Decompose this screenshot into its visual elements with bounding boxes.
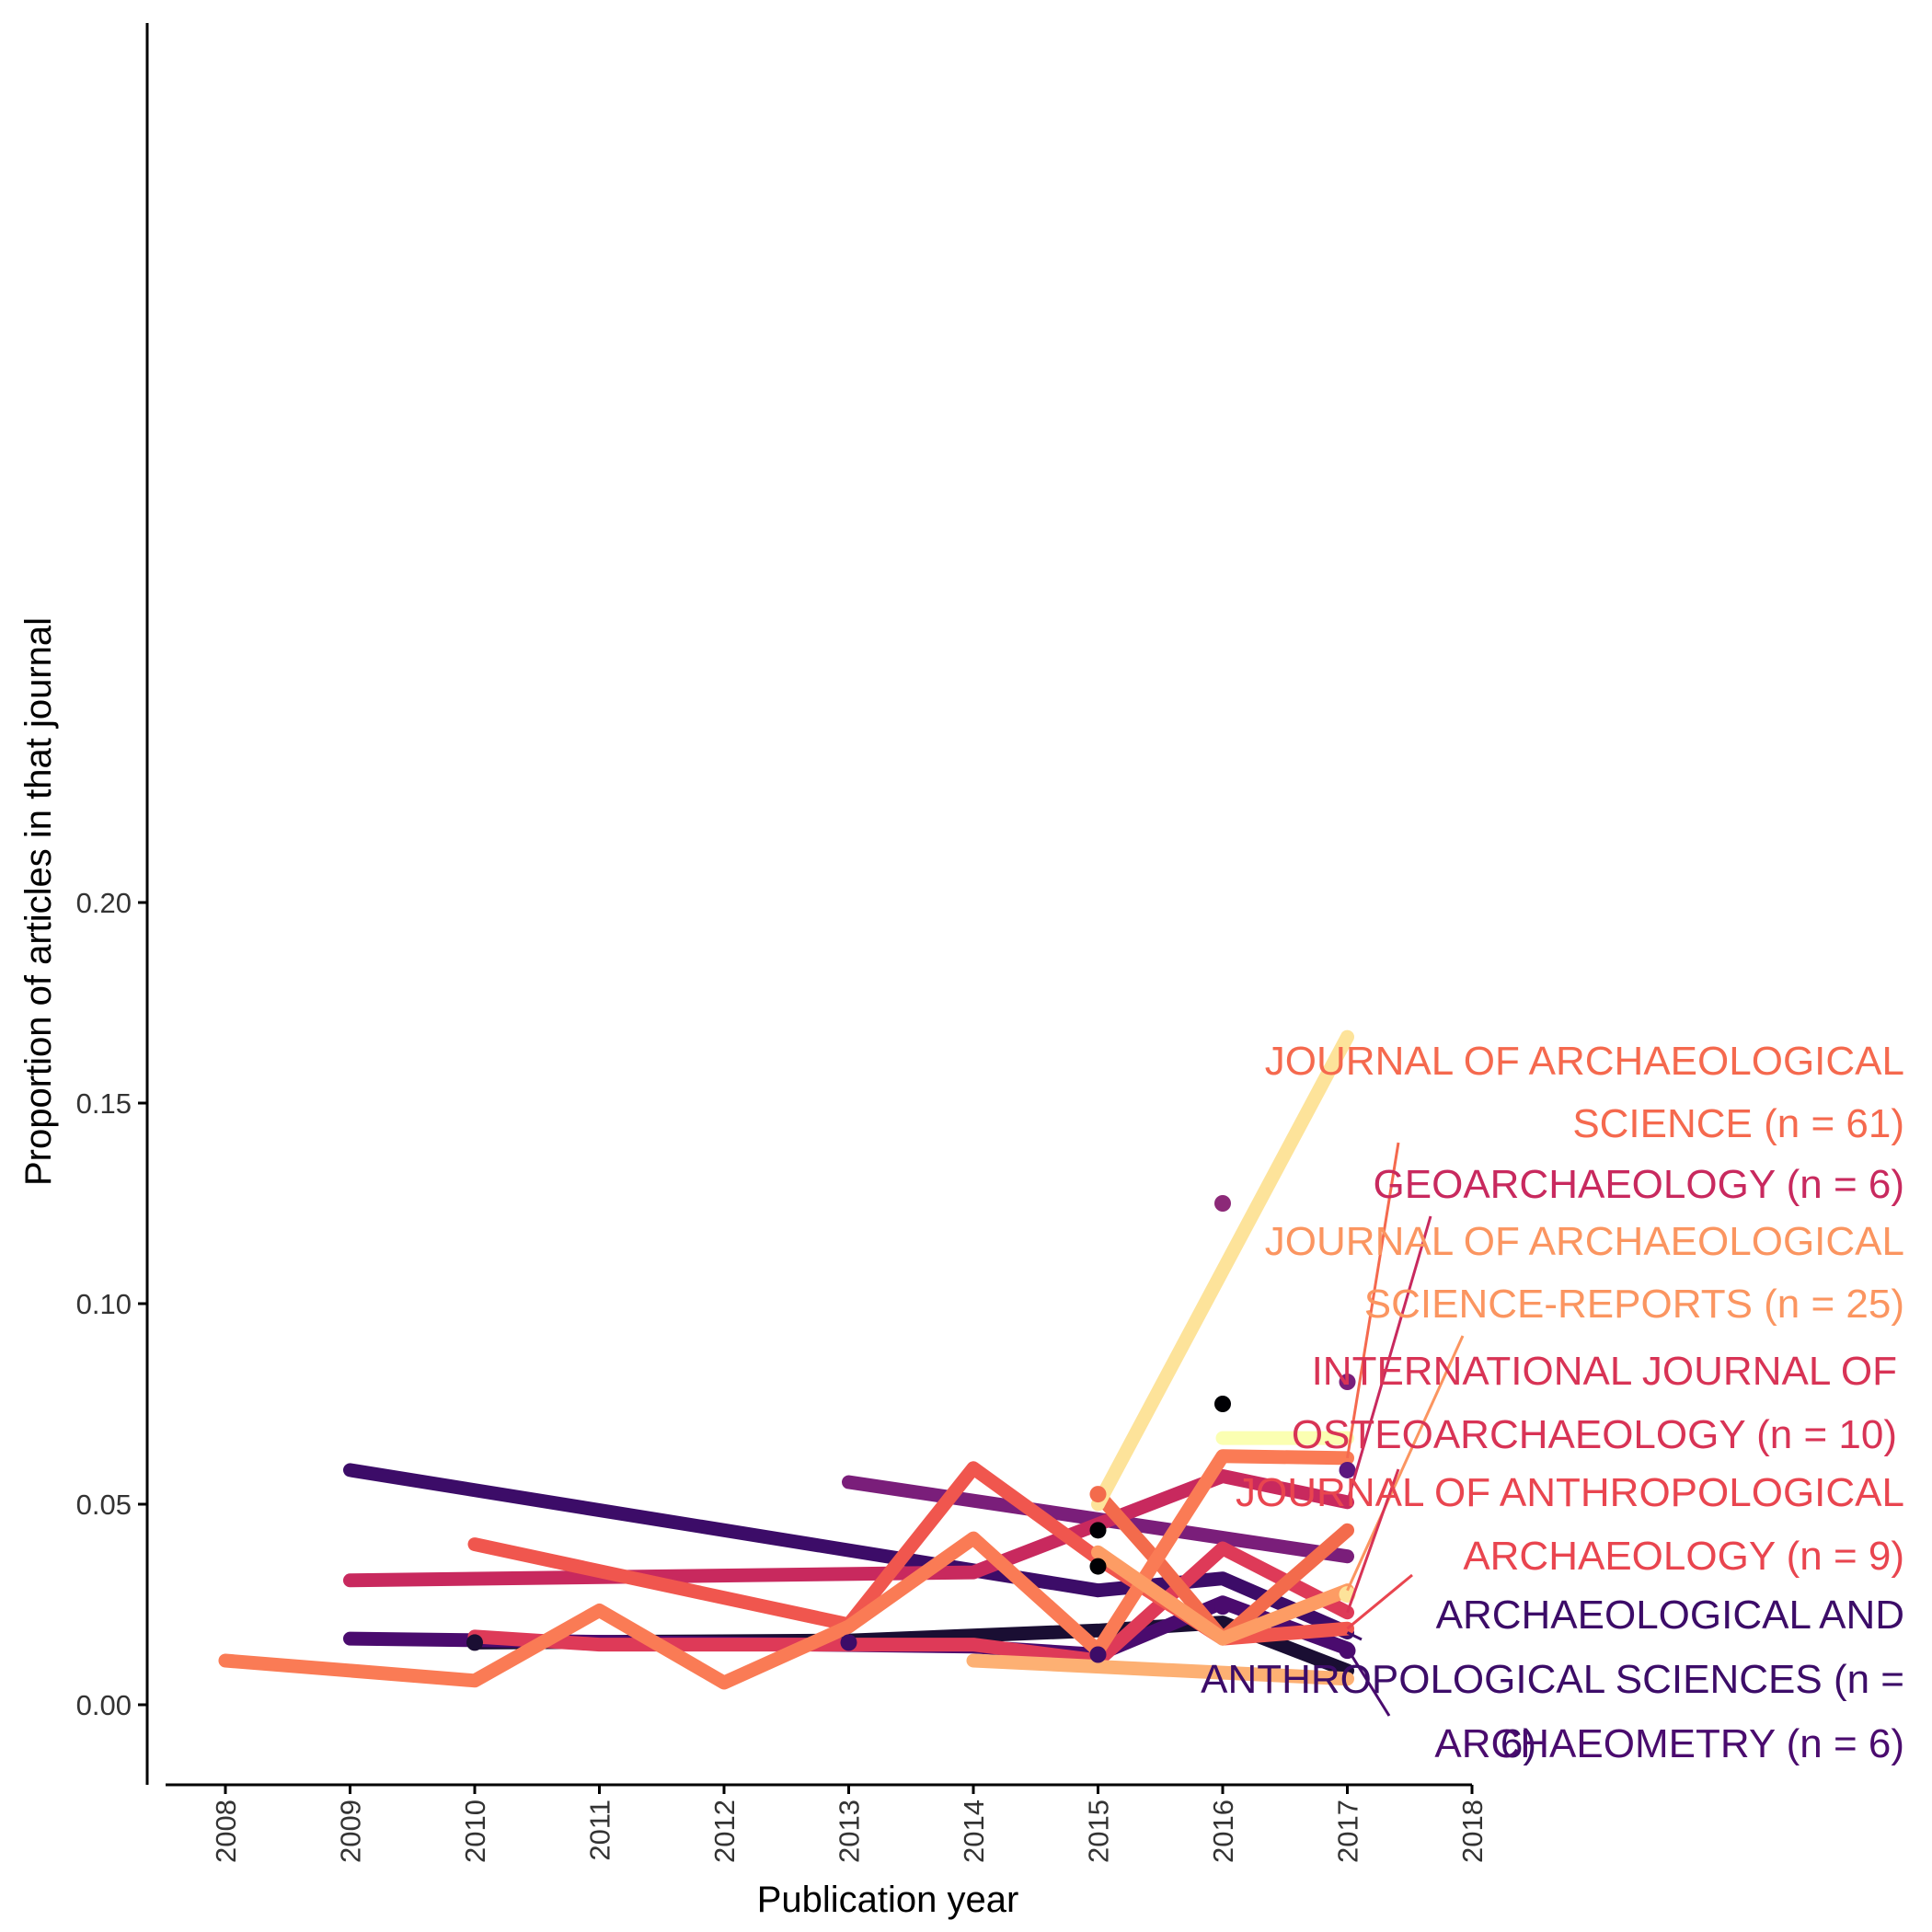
- series-line-10: [1091, 1545, 1354, 1646]
- x-tick-label-2010: 2010: [459, 1800, 491, 1863]
- x-tick-label-2008: 2008: [210, 1800, 242, 1863]
- x-tick-label-2009: 2009: [335, 1800, 367, 1863]
- series-label-6-line-1: ARCHAEOLOGICAL AND: [1436, 1593, 1904, 1638]
- data-point-4: [1339, 1461, 1356, 1478]
- x-tick-label-2015: 2015: [1083, 1800, 1115, 1863]
- series-label-4-line-1: INTERNATIONAL JOURNAL OF: [1312, 1349, 1897, 1394]
- x-tick-label-2018: 2018: [1456, 1800, 1489, 1863]
- label-leader-3: [1346, 1335, 1465, 1592]
- x-axis-title: Publication year: [757, 1880, 1019, 1920]
- data-point-3: [1339, 1374, 1356, 1391]
- plot-points: [466, 1195, 1356, 1663]
- y-tick-label-0.05: 0.05: [76, 1489, 132, 1521]
- x-tick-label-2014: 2014: [958, 1800, 990, 1863]
- x-tick-label-2012: 2012: [708, 1800, 741, 1863]
- label-leaders: [1346, 1142, 1465, 1717]
- series-line-2: [343, 1463, 1354, 1639]
- data-point-10: [1089, 1646, 1107, 1663]
- label-texts: JOURNAL OF ARCHAEOLOGICAL SCIENCE (n = 61…: [1201, 1039, 1904, 1766]
- series-label-5-line-1: JOURNAL OF ANTHROPOLOGICAL: [1236, 1470, 1904, 1515]
- label-leader-4: [1346, 1468, 1400, 1614]
- y-tick-label-0.20: 0.20: [76, 887, 132, 919]
- y-tick-label-0.10: 0.10: [76, 1288, 132, 1320]
- plot-series: [218, 1029, 1354, 1690]
- series-label-1-line-2: SCIENCE (n = 61): [1572, 1101, 1904, 1146]
- y-tick-label-0.15: 0.15: [76, 1087, 132, 1120]
- series-line-8: [1091, 1487, 1354, 1646]
- x-tick-label-2017: 2017: [1332, 1800, 1364, 1863]
- x-tick-label-2013: 2013: [834, 1800, 866, 1863]
- y-tick-label-0.00: 0.00: [76, 1689, 132, 1721]
- label-leader-5: [1346, 1573, 1413, 1630]
- x-tick-label-2016: 2016: [1207, 1800, 1239, 1863]
- data-point-1: [1214, 1195, 1231, 1212]
- data-point-2: [1214, 1396, 1231, 1412]
- series-line-9: [218, 1449, 1354, 1690]
- axes: 0.00 0.05 0.10 0.15 0.20 2008 2009 2010 2011 2012…: [76, 23, 1489, 1863]
- label-leader-1: [1346, 1142, 1400, 1459]
- label-leader-6: [1346, 1631, 1363, 1641]
- data-point-9: [840, 1634, 857, 1651]
- series-label-7-line-1: ARCHAEOMETRY (n = 6): [1434, 1721, 1904, 1766]
- x-tick-label-2011: 2011: [584, 1800, 616, 1861]
- series-line-6: [467, 1541, 1354, 1668]
- series-label-3-line-2: SCIENCE-REPORTS (n = 25): [1364, 1282, 1904, 1327]
- y-axis-title: Proportion of articles in that journal: [18, 617, 59, 1186]
- series-label-6-line-2: ANTHROPOLOGICAL SCIENCES (n =: [1201, 1657, 1904, 1702]
- data-point-7: [1089, 1486, 1107, 1503]
- data-point-6: [1089, 1558, 1107, 1575]
- data-point-11: [1214, 1598, 1231, 1616]
- label-leader-7: [1346, 1648, 1391, 1717]
- series-label-2-line-1: GEOARCHAEOLOGY (n = 6): [1374, 1162, 1904, 1207]
- series-label-6-line-3: 6): [1501, 1721, 1536, 1766]
- series-label-4-line-2: OSTEOARCHAEOLOGY (n = 10): [1292, 1412, 1897, 1457]
- series-label-3-line-1: JOURNAL OF ARCHAEOLOGICAL: [1265, 1219, 1904, 1264]
- series-label-5-line-2: ARCHAEOLOGY (n = 9): [1463, 1534, 1904, 1579]
- data-point-8: [466, 1634, 483, 1651]
- series-line-12: [1091, 1029, 1354, 1512]
- label-leader-2: [1346, 1215, 1432, 1503]
- series-line-11: [966, 1653, 1354, 1686]
- series-label-1-line-1: JOURNAL OF ARCHAEOLOGICAL: [1265, 1039, 1904, 1084]
- data-point-5: [1089, 1522, 1107, 1539]
